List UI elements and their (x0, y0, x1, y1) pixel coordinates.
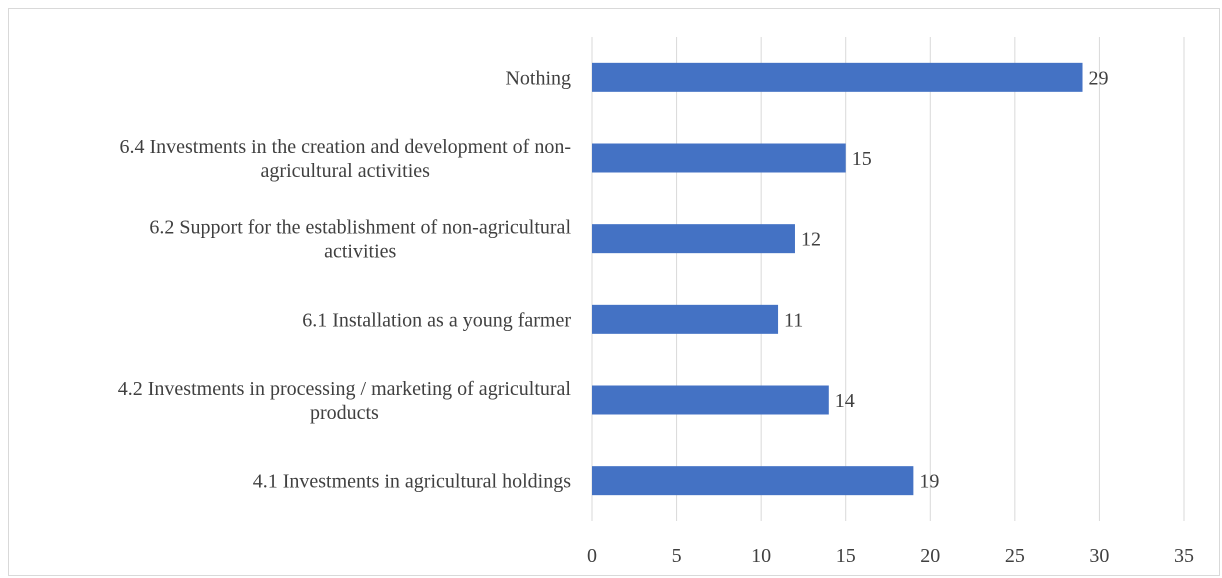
category-label-line: 6.1 Installation as a young farmer (302, 309, 571, 331)
chart-frame: 29 15 12 11 14 19 Nothing 6.4 Investments in t… (8, 8, 1220, 576)
category-label-line: 6.2 Support for the establishment of non… (149, 217, 571, 239)
bars (592, 62, 1083, 496)
category-labels: Nothing 6.4 Investments in the creation a… (118, 67, 572, 492)
data-label: 15 (852, 148, 872, 170)
x-axis-ticks: 0 5 10 15 20 25 30 35 (587, 545, 1194, 567)
category-label: Nothing (505, 67, 571, 89)
data-label: 11 (784, 309, 803, 331)
bar (592, 143, 846, 173)
category-label-line: agricultural activities (261, 160, 431, 182)
bar (592, 466, 914, 496)
data-labels: 29 15 12 11 14 19 (784, 67, 1108, 492)
category-label-line: activities (324, 241, 396, 263)
x-tick-label: 5 (672, 545, 682, 567)
data-label: 19 (919, 471, 939, 493)
category-label-line: Nothing (505, 67, 571, 89)
category-label: 6.4 Investments in the creation and deve… (119, 136, 571, 182)
x-tick-label: 20 (920, 545, 940, 567)
category-label-line: 4.2 Investments in processing / marketin… (118, 378, 572, 400)
x-tick-label: 30 (1089, 545, 1109, 567)
category-label: 6.2 Support for the establishment of non… (149, 217, 571, 263)
bar (592, 224, 795, 254)
x-tick-label: 15 (836, 545, 856, 567)
data-label: 29 (1089, 67, 1109, 89)
category-label: 4.2 Investments in processing / marketin… (118, 378, 572, 424)
category-label-line: 6.4 Investments in the creation and deve… (119, 136, 571, 158)
x-tick-label: 10 (751, 545, 771, 567)
gridlines (591, 37, 1185, 521)
x-tick-label: 35 (1174, 545, 1194, 567)
bar (592, 304, 779, 334)
bar (592, 385, 829, 415)
category-label-line: products (310, 402, 379, 424)
category-label: 4.1 Investments in agricultural holdings (253, 471, 571, 493)
bar-chart: 29 15 12 11 14 19 Nothing 6.4 Investments in t… (118, 37, 1194, 567)
data-label: 12 (801, 229, 821, 251)
category-label-line: 4.1 Investments in agricultural holdings (253, 471, 571, 493)
bar (592, 62, 1083, 92)
x-tick-label: 25 (1005, 545, 1025, 567)
category-label: 6.1 Installation as a young farmer (302, 309, 571, 331)
x-tick-label: 0 (587, 545, 597, 567)
data-label: 14 (835, 390, 855, 412)
